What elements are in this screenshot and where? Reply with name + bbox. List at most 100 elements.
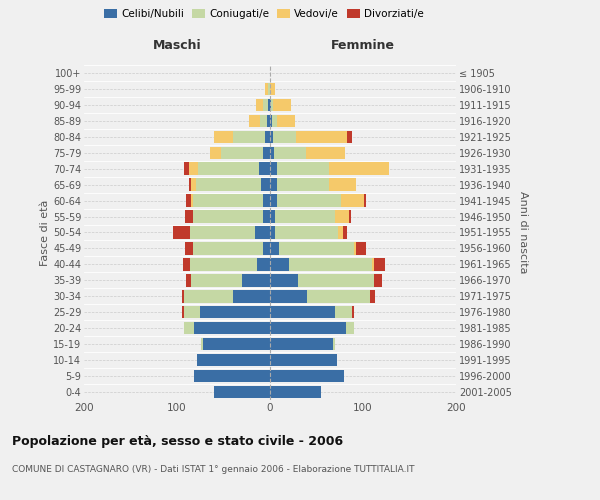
Bar bbox=[184, 322, 194, 334]
Bar bbox=[270, 290, 307, 302]
Bar bbox=[354, 242, 356, 254]
Bar bbox=[263, 98, 268, 111]
Bar bbox=[263, 194, 270, 207]
Bar bbox=[242, 274, 270, 286]
Bar bbox=[184, 306, 200, 318]
Bar bbox=[194, 322, 270, 334]
Bar bbox=[265, 130, 270, 143]
Y-axis label: Fasce di età: Fasce di età bbox=[40, 200, 50, 266]
Y-axis label: Anni di nascita: Anni di nascita bbox=[518, 191, 529, 274]
Bar bbox=[270, 130, 273, 143]
Bar bbox=[298, 274, 374, 286]
Bar bbox=[277, 162, 329, 175]
Bar bbox=[191, 194, 193, 207]
Bar bbox=[200, 306, 270, 318]
Bar bbox=[248, 114, 260, 127]
Legend: Celibi/Nubili, Coniugati/e, Vedovi/e, Divorziati/e: Celibi/Nubili, Coniugati/e, Vedovi/e, Di… bbox=[100, 5, 428, 24]
Text: Maschi: Maschi bbox=[152, 39, 202, 52]
Bar bbox=[270, 178, 277, 191]
Bar bbox=[306, 146, 346, 159]
Bar bbox=[193, 210, 263, 223]
Bar bbox=[296, 130, 347, 143]
Bar bbox=[270, 322, 346, 334]
Bar bbox=[270, 274, 298, 286]
Bar bbox=[347, 130, 352, 143]
Bar bbox=[189, 162, 199, 175]
Bar bbox=[270, 338, 333, 350]
Bar bbox=[173, 226, 190, 238]
Bar bbox=[270, 258, 289, 270]
Bar bbox=[270, 82, 275, 95]
Bar bbox=[191, 178, 196, 191]
Bar bbox=[182, 258, 190, 270]
Bar bbox=[189, 178, 191, 191]
Bar bbox=[214, 386, 270, 398]
Bar bbox=[194, 370, 270, 382]
Bar bbox=[257, 258, 270, 270]
Bar bbox=[270, 242, 280, 254]
Bar bbox=[343, 226, 347, 238]
Bar bbox=[221, 146, 263, 159]
Bar bbox=[270, 194, 277, 207]
Bar bbox=[277, 178, 329, 191]
Bar bbox=[263, 210, 270, 223]
Bar bbox=[270, 354, 337, 366]
Bar bbox=[259, 162, 270, 175]
Bar bbox=[184, 290, 233, 302]
Bar bbox=[273, 130, 296, 143]
Bar bbox=[209, 146, 221, 159]
Bar bbox=[270, 210, 275, 223]
Bar bbox=[190, 226, 255, 238]
Bar bbox=[270, 146, 274, 159]
Bar bbox=[274, 146, 306, 159]
Text: Femmine: Femmine bbox=[331, 39, 395, 52]
Bar bbox=[186, 274, 191, 286]
Bar bbox=[184, 162, 189, 175]
Bar bbox=[349, 210, 351, 223]
Bar bbox=[263, 242, 270, 254]
Bar bbox=[193, 242, 263, 254]
Bar bbox=[260, 178, 270, 191]
Bar bbox=[346, 322, 354, 334]
Bar bbox=[191, 274, 242, 286]
Bar bbox=[372, 258, 374, 270]
Bar bbox=[214, 130, 233, 143]
Bar bbox=[255, 226, 270, 238]
Bar bbox=[307, 290, 370, 302]
Bar bbox=[270, 370, 344, 382]
Bar bbox=[260, 114, 267, 127]
Text: Popolazione per età, sesso e stato civile - 2006: Popolazione per età, sesso e stato civil… bbox=[12, 435, 343, 448]
Bar bbox=[190, 258, 257, 270]
Bar bbox=[270, 162, 277, 175]
Bar bbox=[233, 130, 265, 143]
Bar bbox=[364, 194, 366, 207]
Bar bbox=[277, 114, 295, 127]
Bar bbox=[270, 98, 271, 111]
Bar bbox=[193, 194, 263, 207]
Bar bbox=[270, 226, 275, 238]
Bar bbox=[273, 98, 292, 111]
Bar bbox=[335, 306, 352, 318]
Bar bbox=[233, 290, 270, 302]
Bar bbox=[185, 242, 193, 254]
Bar bbox=[338, 226, 343, 238]
Text: COMUNE DI CASTAGNARO (VR) - Dati ISTAT 1° gennaio 2006 - Elaborazione TUTTITALIA: COMUNE DI CASTAGNARO (VR) - Dati ISTAT 1… bbox=[12, 465, 415, 474]
Bar bbox=[335, 210, 349, 223]
Bar bbox=[268, 98, 270, 111]
Bar bbox=[182, 290, 184, 302]
Bar bbox=[186, 194, 191, 207]
Bar bbox=[263, 146, 270, 159]
Bar bbox=[271, 98, 273, 111]
Bar bbox=[289, 258, 372, 270]
Bar bbox=[267, 114, 270, 127]
Bar bbox=[275, 210, 335, 223]
Bar bbox=[374, 274, 382, 286]
Bar bbox=[201, 338, 203, 350]
Bar bbox=[275, 226, 338, 238]
Bar bbox=[199, 162, 259, 175]
Bar bbox=[182, 306, 184, 318]
Bar bbox=[185, 210, 193, 223]
Bar bbox=[277, 194, 341, 207]
Bar bbox=[268, 82, 270, 95]
Bar bbox=[256, 98, 263, 111]
